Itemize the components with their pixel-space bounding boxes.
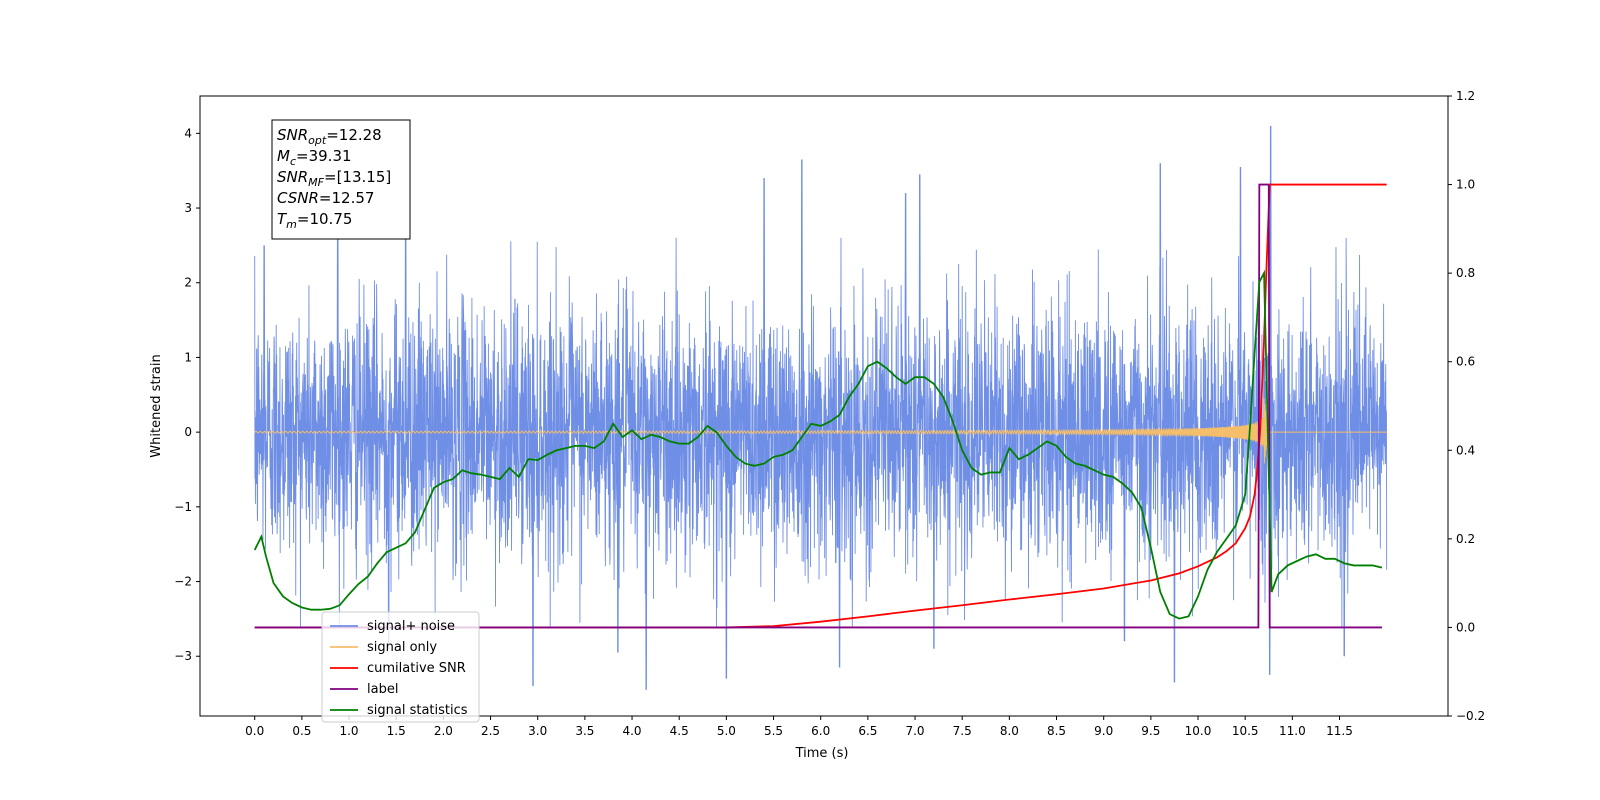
y-tick-label: −1 [174,500,192,514]
stats-line: Mc=39.31 [277,147,352,168]
series-signal-plus-noise [254,237,1388,627]
stats-line: SNRopt=12.28 [277,126,382,147]
y-tick-label: 1 [184,350,192,364]
y-tick-label: 2 [184,276,192,290]
x-tick-label: 8.0 [1000,724,1019,738]
x-tick-label: 4.0 [622,724,641,738]
x-tick-label: 3.5 [575,724,594,738]
series-signal-only [254,398,1387,464]
stats-line: Tm=10.75 [277,210,352,231]
legend-frame [321,611,480,723]
y-tick-label: −3 [174,649,192,663]
y2-tick-label: 1.0 [1456,178,1475,192]
y-tick-label: 0 [184,425,192,439]
legend-label: signal statistics [367,703,468,718]
y2-tick-label: 0.4 [1456,443,1475,457]
x-tick-label: 2.0 [434,724,453,738]
x-tick-label: 0.0 [245,724,264,738]
legend: signal+ noise signal only cumilative SNR la… [321,611,480,723]
x-tick-label: 6.0 [811,724,830,738]
stats-line: SNRMF=[13.15] [277,168,391,189]
series-signal-statistics [253,269,1383,620]
stats-box-frame [271,119,411,240]
y2-tick-label: 0.8 [1456,266,1475,280]
x-axis-label: Time (s) [795,746,849,761]
y-tick-label: 3 [184,201,192,215]
x-tick-label: 7.5 [953,724,972,738]
y-tick-label: 4 [184,126,192,140]
legend-label: cumilative SNR [367,661,466,676]
x-tick-label: 4.5 [670,724,689,738]
y2-tick-label: 1.2 [1456,89,1475,103]
x-tick-label: 11.0 [1279,724,1306,738]
x-tick-label: 6.5 [858,724,877,738]
x-tick-label: 8.5 [1047,724,1066,738]
tick-labels: 0.0 0.5 1.0 1.5 2.0 2.5 3.0 3.5 4.0 4.5 5.0 5.5 6.0 6… [174,89,1485,738]
x-tick-label: 2.5 [481,724,500,738]
legend-label: label [367,682,398,697]
x-tick-label: 5.0 [717,724,736,738]
stats-line: CSNR=12.57 [277,189,374,207]
y2-tick-label: 0.6 [1456,355,1475,369]
series-cumilative-snr [254,183,1387,629]
x-tick-label: 1.5 [387,724,406,738]
axes-frame [199,95,1449,717]
legend-label: signal+ noise [367,619,455,634]
x-tick-label: 0.5 [292,724,311,738]
y-axis-label: Whitened strain [149,354,164,457]
series-label [254,183,1382,629]
legend-label: signal only [367,640,437,655]
x-tick-label: 3.0 [528,724,547,738]
y2-tick-label: −0.2 [1456,709,1485,723]
x-tick-label: 7.0 [905,724,924,738]
x-tick-label: 9.0 [1094,724,1113,738]
x-tick-label: 5.5 [764,724,783,738]
x-tick-label: 11.5 [1326,724,1353,738]
y-tick-label: −2 [174,575,192,589]
x-tick-label: 10.0 [1185,724,1212,738]
x-tick-label: 1.0 [339,724,358,738]
x-tick-label: 9.5 [1141,724,1160,738]
x-tick-label: 10.5 [1232,724,1259,738]
stats-annotation-box: SNRopt=12.28Mc=39.31SNRMF=[13.15]CSNR=12… [271,119,411,240]
y2-tick-label: 0.0 [1456,620,1475,634]
y2-tick-label: 0.2 [1456,532,1475,546]
